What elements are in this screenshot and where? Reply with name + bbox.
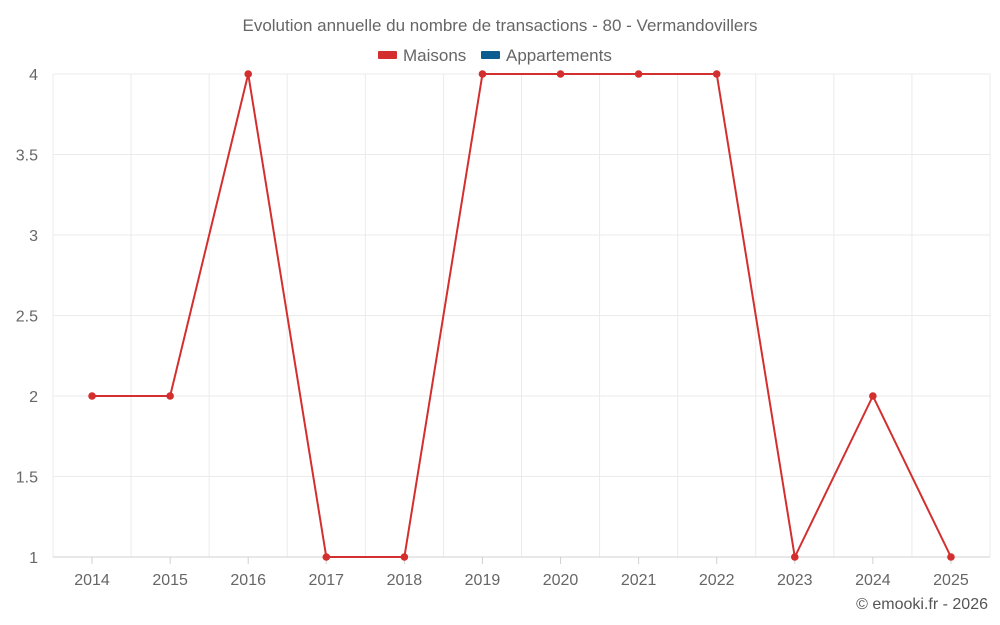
x-tick-label: 2014 <box>74 572 110 589</box>
y-tick-label: 1 <box>29 550 38 567</box>
x-tick-label: 2023 <box>777 572 813 589</box>
y-tick-label: 1.5 <box>16 470 38 487</box>
legend-label-appartements: Appartements <box>506 46 612 65</box>
data-point[interactable] <box>478 70 487 78</box>
data-point[interactable] <box>869 392 877 400</box>
grid <box>52 73 991 557</box>
legend-item-maisons[interactable]: Maisons <box>378 46 466 65</box>
axes <box>53 556 990 564</box>
data-point[interactable] <box>947 553 955 561</box>
data-point[interactable] <box>244 70 253 78</box>
tick-labels: 1 1.5 2 2.5 3 3.5 4 2014 2015 2016 2017 2018 2019 202… <box>16 67 969 589</box>
x-tick-label: 2017 <box>308 572 344 589</box>
data-point[interactable] <box>556 70 565 78</box>
legend-swatch-maisons <box>378 51 397 59</box>
x-tick-label: 2024 <box>855 572 891 589</box>
x-tick-label: 2015 <box>152 572 188 589</box>
data-point[interactable] <box>400 553 409 561</box>
series-line-maisons <box>92 73 952 558</box>
legend-label-maisons: Maisons <box>403 46 466 65</box>
y-tick-label: 2.5 <box>16 309 38 326</box>
legend: Maisons Appartements <box>378 46 612 65</box>
data-point[interactable] <box>88 392 96 400</box>
legend-item-appartements[interactable]: Appartements <box>481 46 612 65</box>
data-point[interactable] <box>712 70 721 78</box>
chart-title: Evolution annuelle du nombre de transact… <box>242 16 757 35</box>
series <box>88 70 955 561</box>
data-point[interactable] <box>790 553 799 561</box>
x-tick-label: 2018 <box>387 572 423 589</box>
legend-swatch-appartements <box>481 51 500 59</box>
y-tick-label: 3 <box>29 228 38 245</box>
x-tick-label: 2025 <box>933 572 969 589</box>
x-tick-label: 2019 <box>465 572 501 589</box>
x-tick-label: 2020 <box>543 572 579 589</box>
credit-text: © emooki.fr - 2026 <box>856 596 988 613</box>
y-tick-label: 4 <box>29 67 38 84</box>
data-point[interactable] <box>166 392 174 400</box>
x-tick-label: 2021 <box>621 572 657 589</box>
y-tick-label: 2 <box>29 389 38 406</box>
data-point[interactable] <box>634 70 643 78</box>
y-tick-label: 3.5 <box>16 148 38 165</box>
x-tick-label: 2016 <box>230 572 266 589</box>
x-tick-label: 2022 <box>699 572 735 589</box>
data-point[interactable] <box>322 553 331 561</box>
